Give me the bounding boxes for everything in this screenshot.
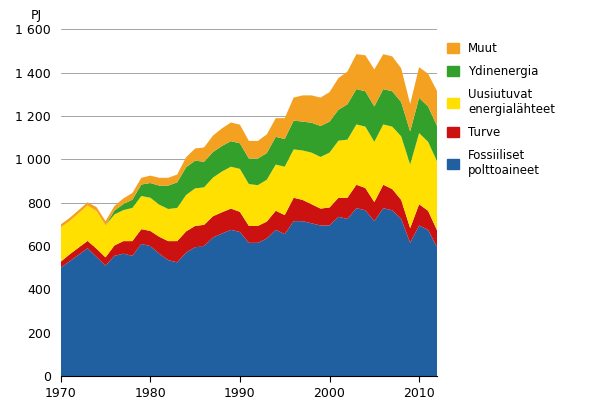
Legend: Muut, Ydinenergia, Uusiutuvat
energialähteet, Turve, Fossiiliset
polttoaineet: Muut, Ydinenergia, Uusiutuvat energialäh… [447,42,555,177]
Text: PJ: PJ [30,9,42,22]
